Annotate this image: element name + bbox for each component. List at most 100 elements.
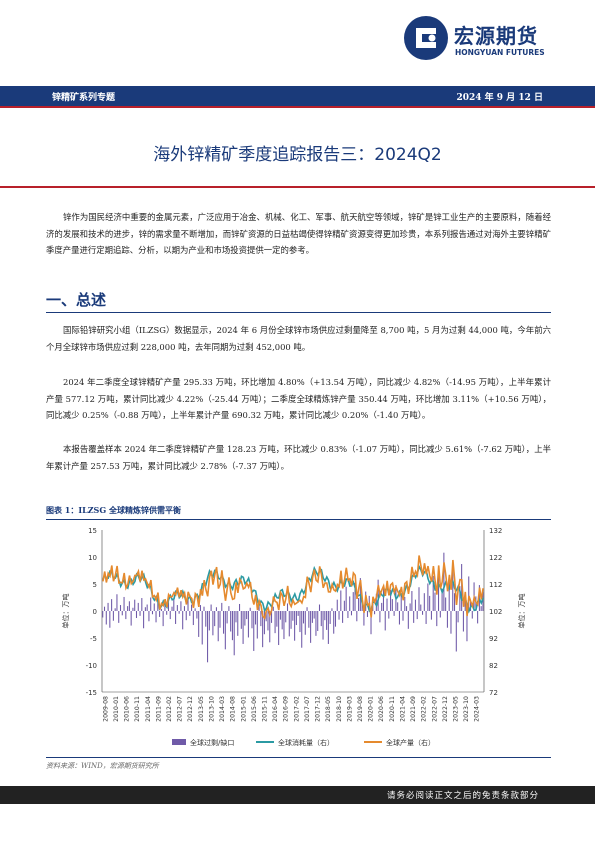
surplus-bar: [318, 604, 321, 611]
surplus-bar: [322, 611, 324, 640]
paragraph-1: 国际铅锌研究小组（ILZSG）数据显示，2024 年 6 月份全球锌市场供应过剩…: [46, 325, 551, 352]
right-tick-label: 122: [489, 554, 502, 562]
surplus-bar: [283, 611, 285, 640]
right-tick-label: 112: [489, 581, 502, 589]
surplus-bar: [205, 611, 207, 627]
surplus-bar: [249, 607, 251, 611]
surplus-bar: [409, 603, 411, 611]
right-axis-title: 单位：万吨: [517, 594, 526, 629]
surplus-bar: [255, 611, 257, 625]
surplus-bar: [128, 601, 130, 611]
surplus-bar: [406, 606, 408, 611]
surplus-bar: [302, 611, 305, 624]
surplus-bar: [441, 588, 443, 611]
hongyuan-logo-icon: [404, 16, 448, 60]
surplus-bar: [391, 599, 393, 611]
surplus-bar: [398, 611, 400, 625]
surplus-bar: [182, 611, 184, 630]
x-tick-label: 2013-10: [208, 696, 215, 722]
x-tick-label: 2014-08: [230, 696, 237, 722]
surplus-bar: [139, 611, 141, 616]
surplus-bar: [393, 611, 395, 616]
surplus-bar: [212, 611, 214, 636]
surplus-bar: [342, 611, 344, 623]
surplus-bar: [141, 598, 143, 611]
surplus-bar: [169, 611, 171, 620]
surplus-bar: [135, 611, 138, 619]
surplus-bar: [350, 611, 353, 616]
surplus-bar: [148, 611, 150, 622]
x-tick-label: 2011-04: [145, 696, 152, 722]
surplus-bar: [329, 611, 331, 624]
surplus-bar: [439, 611, 441, 618]
surplus-bar: [423, 593, 425, 611]
surplus-bar: [306, 607, 308, 611]
surplus-bar: [159, 611, 161, 617]
x-tick-label: 2019-08: [357, 696, 364, 722]
surplus-bar: [274, 611, 276, 634]
surplus-bar: [404, 596, 406, 611]
surplus-bar: [315, 611, 317, 636]
surplus-bar: [462, 611, 464, 632]
surplus-bar: [198, 611, 200, 637]
surplus-bar: [361, 603, 363, 611]
production-line: [102, 555, 484, 620]
surplus-bar: [233, 611, 235, 656]
surplus-bar: [482, 591, 484, 611]
surplus-bar: [224, 611, 226, 650]
x-tick-label: 2009-08: [102, 696, 109, 722]
surplus-bar: [301, 611, 303, 648]
surplus-bar: [130, 611, 132, 626]
left-tick-label: 0: [93, 608, 97, 616]
surplus-bar: [464, 599, 466, 611]
surplus-bar: [354, 582, 356, 611]
surplus-bar: [267, 611, 269, 631]
surplus-bar: [477, 611, 479, 624]
right-tick-label: 92: [489, 635, 498, 643]
x-tick-label: 2020-11: [389, 696, 396, 722]
right-tick-label: 132: [489, 527, 502, 535]
surplus-bar: [175, 611, 177, 624]
surplus-bar: [375, 593, 377, 611]
brand-name-en: HONGYUAN FUTURES: [455, 48, 545, 57]
surplus-bar: [155, 611, 157, 623]
surplus-bar: [286, 603, 289, 611]
left-tick-label: 10: [88, 554, 97, 562]
surplus-bar: [270, 611, 273, 623]
header-bar: 锌精矿系列专题 2024 年 9 月 12 日: [0, 86, 595, 108]
surplus-bar: [112, 611, 114, 621]
legend-swatch-surplus: [172, 739, 186, 745]
surplus-bar: [196, 611, 198, 619]
surplus-bar: [203, 606, 205, 611]
surplus-bar: [432, 575, 434, 611]
surplus-bar: [247, 611, 249, 638]
x-tick-label: 2019-03: [346, 696, 353, 722]
surplus-bar: [352, 592, 354, 611]
right-tick-label: 102: [489, 608, 502, 616]
surplus-bar: [443, 552, 445, 611]
surplus-bar: [253, 611, 255, 651]
surplus-bar: [183, 606, 185, 611]
surplus-bar: [413, 611, 415, 623]
surplus-bar: [208, 611, 210, 631]
surplus-bar: [260, 611, 262, 627]
surplus-bar: [144, 607, 146, 611]
surplus-bar: [386, 598, 388, 611]
surplus-bar: [379, 611, 381, 623]
surplus-bar: [459, 586, 461, 611]
surplus-bar: [326, 611, 328, 630]
surplus-bar: [345, 586, 347, 611]
legend-label-production: 全球产量（右）: [386, 738, 435, 747]
surplus-bar: [366, 611, 369, 617]
x-tick-label: 2017-07: [304, 696, 311, 722]
surplus-bar: [363, 611, 365, 626]
surplus-bar: [269, 611, 271, 643]
surplus-bar: [384, 611, 386, 631]
surplus-bar: [338, 611, 340, 620]
brand-name-cn: 宏源期货: [454, 24, 538, 48]
surplus-bar: [256, 611, 258, 639]
surplus-bar: [358, 598, 360, 611]
surplus-bar: [276, 611, 278, 627]
surplus-bar: [452, 561, 454, 611]
surplus-bar: [478, 585, 480, 611]
